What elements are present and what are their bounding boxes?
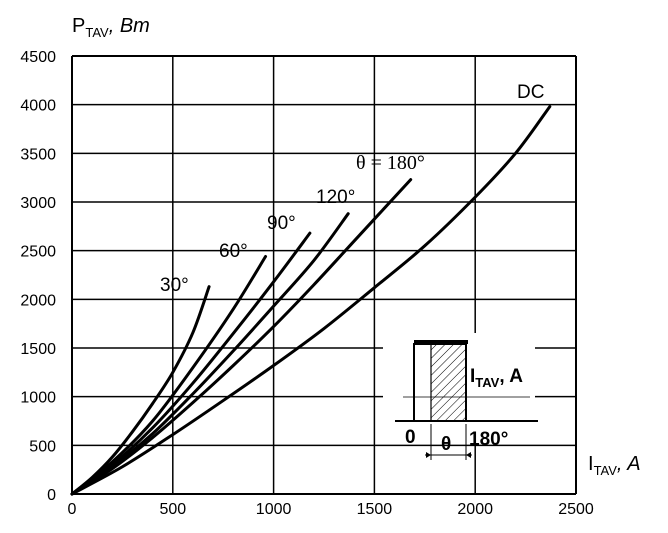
x-tick-label-0: 0 — [68, 501, 77, 518]
grid — [71, 55, 577, 495]
x-axis-title: ITAV, A — [588, 453, 641, 478]
curves — [70, 105, 552, 496]
y-tick-label-1500: 1500 — [20, 341, 56, 358]
series-line-5 — [70, 105, 552, 496]
inset-theta-arrow-right — [466, 452, 471, 458]
x-tick-label-1500: 1500 — [357, 501, 393, 518]
y-axis-title: PTAV, Bm — [72, 15, 150, 40]
x-tick-label-500: 500 — [159, 501, 186, 518]
y-tick-label-2000: 2000 — [20, 292, 56, 309]
y-tick-label-3000: 3000 — [20, 195, 56, 212]
inset-hatched-pulse — [431, 344, 466, 421]
y-tick-label-4000: 4000 — [20, 98, 56, 115]
curve-label-30: 30° — [160, 275, 189, 296]
x-tick-label-1000: 1000 — [256, 501, 292, 518]
x-tick-label-2000: 2000 — [457, 501, 493, 518]
y-tick-label-2500: 2500 — [20, 244, 56, 261]
x-axis-title-sub: TAV — [594, 463, 618, 478]
series-line-4 — [70, 178, 413, 496]
x-axis-title-unit: , A — [617, 453, 641, 475]
inset-diagram: ITAV, A 0 θ 180° — [383, 333, 538, 460]
y-tick-label-4500: 4500 — [20, 49, 56, 66]
inset-theta-label: θ — [441, 434, 451, 455]
y-tick-label-1000: 1000 — [20, 390, 56, 407]
y-axis-title-unit: , Bm — [109, 15, 150, 37]
inset-theta-arrow-left — [426, 452, 431, 458]
y-tick-label-0: 0 — [47, 487, 56, 504]
tick-labels: 0 500 1000 1500 2000 2500 0 500 1000 1500 2000 2500… — [20, 49, 593, 518]
inset-end-label: 180° — [469, 429, 508, 450]
inset-zero-label: 0 — [405, 427, 416, 448]
curve-label-90: 90° — [267, 213, 296, 234]
curve-label-60: 60° — [219, 241, 248, 262]
y-axis-title-main: P — [72, 15, 85, 37]
series-line-1 — [70, 255, 268, 496]
series-line-2 — [70, 231, 312, 496]
y-tick-label-3500: 3500 — [20, 146, 56, 163]
curve-label-120: 120° — [316, 187, 355, 208]
curve-label-180: θ = 180° — [356, 152, 425, 174]
inset-current-label: ITAV, A — [470, 366, 523, 390]
y-tick-label-500: 500 — [29, 438, 56, 455]
curve-label-dc: DC — [517, 82, 544, 103]
x-axis-title-main: I — [588, 453, 594, 475]
x-tick-label-2500: 2500 — [558, 501, 594, 518]
series-line-3 — [70, 212, 350, 496]
y-axis-title-sub: TAV — [85, 25, 109, 40]
